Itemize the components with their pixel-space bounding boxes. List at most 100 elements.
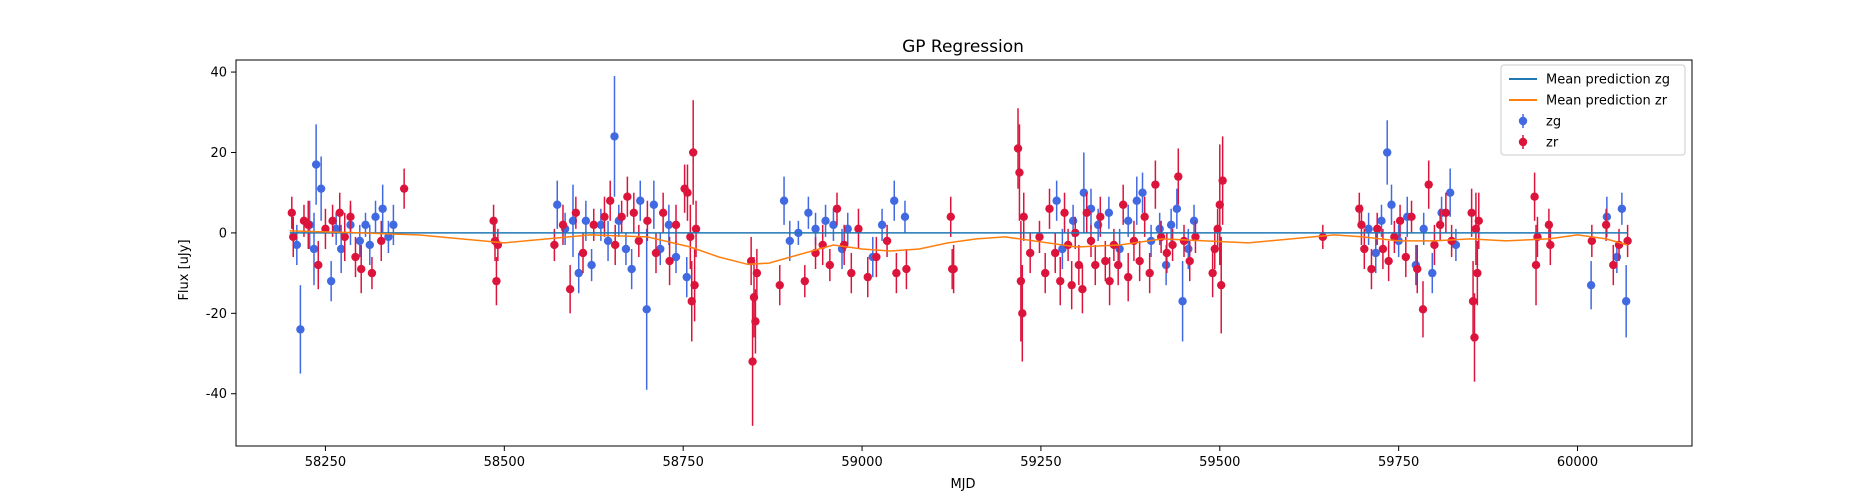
data-point — [1623, 236, 1632, 246]
data-point — [558, 220, 568, 230]
data-point — [636, 196, 645, 205]
data-point — [832, 204, 842, 213]
data-point — [1174, 172, 1183, 181]
data-point — [578, 248, 588, 258]
data-point — [1067, 280, 1076, 290]
data-point — [1471, 224, 1481, 234]
data-point — [1430, 240, 1439, 250]
data-point — [687, 297, 696, 306]
legend: Mean prediction zg Mean prediction zr zg zr — [1500, 64, 1686, 156]
line-mean-prediction-zr — [289, 230, 1628, 266]
data-point — [355, 236, 364, 246]
data-point — [1424, 180, 1433, 189]
data-point — [1617, 204, 1627, 213]
data-point — [309, 244, 319, 254]
legend-label: zg — [1546, 115, 1561, 130]
data-point — [1056, 276, 1065, 286]
data-point — [682, 272, 691, 282]
data-point — [1124, 216, 1133, 226]
y-tick-label: 0 — [219, 226, 227, 241]
data-point — [1467, 208, 1476, 217]
data-point — [605, 196, 615, 205]
data-point — [316, 184, 326, 193]
data-point — [1101, 256, 1110, 266]
data-point — [335, 208, 344, 217]
data-point — [621, 244, 631, 254]
data-point — [1390, 232, 1399, 242]
legend-item-mean-prediction-zr: Mean prediction zr — [1509, 94, 1668, 109]
data-point — [623, 192, 632, 201]
data-point — [946, 212, 955, 222]
data-point — [331, 224, 341, 234]
legend-label: zr — [1546, 136, 1559, 151]
data-point — [340, 232, 349, 242]
legend-box — [1500, 64, 1686, 156]
data-point — [1546, 240, 1555, 250]
data-point — [1016, 276, 1026, 286]
data-point — [1217, 280, 1226, 290]
data-point — [872, 252, 881, 262]
series-zr — [287, 100, 1632, 426]
data-point — [1531, 260, 1541, 270]
data-point — [596, 220, 606, 230]
data-point — [1124, 272, 1133, 282]
data-point — [617, 212, 626, 222]
data-point — [589, 220, 598, 230]
data-point — [902, 264, 911, 274]
data-point — [629, 208, 639, 217]
data-point — [1189, 216, 1199, 226]
x-tick-label: 59750 — [1378, 455, 1419, 470]
x-tick-label: 60000 — [1557, 455, 1598, 470]
data-point — [1215, 200, 1224, 209]
data-point — [489, 216, 498, 226]
data-point — [581, 216, 591, 226]
plot-area — [287, 76, 1632, 426]
y-tick-label: -20 — [206, 307, 227, 322]
data-point — [378, 204, 387, 213]
data-point — [1473, 268, 1482, 278]
data-point — [326, 276, 336, 286]
data-point — [1013, 144, 1023, 153]
data-point — [321, 224, 330, 234]
data-point — [825, 260, 835, 270]
data-point — [1387, 200, 1396, 209]
data-point — [492, 276, 501, 286]
data-point — [314, 260, 323, 270]
data-point — [1172, 204, 1182, 213]
data-point — [683, 188, 692, 197]
data-point — [1063, 240, 1073, 250]
data-point — [1145, 268, 1154, 278]
data-point — [690, 280, 699, 290]
data-point — [1401, 252, 1411, 262]
data-point — [1135, 256, 1144, 266]
data-point — [1419, 224, 1428, 234]
data-point — [1367, 264, 1376, 274]
data-point — [1113, 260, 1123, 270]
data-point — [1079, 188, 1089, 197]
data-point — [688, 148, 698, 157]
data-point — [649, 200, 659, 209]
data-point — [289, 232, 298, 242]
data-point — [304, 220, 313, 230]
data-point — [749, 293, 759, 302]
data-point — [389, 220, 398, 230]
data-point — [854, 224, 863, 234]
data-point — [1587, 236, 1597, 246]
data-point — [1418, 305, 1428, 314]
data-point — [1441, 208, 1451, 217]
data-point — [1018, 309, 1027, 318]
data-point — [1364, 224, 1373, 234]
data-point — [1530, 192, 1539, 201]
data-point — [658, 208, 668, 217]
chart-title: GP Regression — [902, 37, 1024, 57]
x-tick-label: 59250 — [1020, 455, 1061, 470]
data-point — [1601, 220, 1611, 230]
data-point — [1074, 260, 1084, 270]
data-point — [843, 224, 852, 234]
axes-frame — [235, 59, 1693, 447]
legend-label: Mean prediction zg — [1546, 73, 1670, 88]
x-tick-label: 58750 — [662, 455, 703, 470]
legend-label: Mean prediction zr — [1546, 94, 1668, 109]
y-tick-label: 40 — [210, 66, 227, 81]
data-point — [1447, 236, 1456, 246]
